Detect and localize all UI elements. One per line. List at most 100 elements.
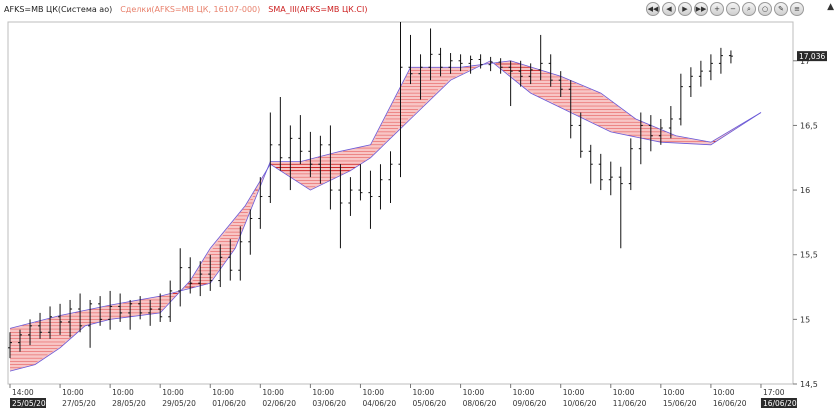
ohlc-bar [618, 166, 623, 249]
x-tick-date: 03/06/20 [312, 399, 346, 408]
ohlc-bar [348, 177, 353, 216]
ohlc-bar [158, 293, 163, 322]
x-tick-date: 11/06/20 [613, 399, 647, 408]
ohlc-bar [258, 177, 263, 229]
ohlc-bar [418, 54, 423, 100]
x-tick-time: 10:00 [62, 388, 84, 397]
x-tick-time: 17:00 [763, 388, 785, 397]
band-lower-line [9, 60, 762, 372]
ohlc-bar [188, 257, 193, 294]
ohlc-bar [108, 290, 113, 330]
ohlc-bar [18, 329, 23, 352]
x-tick-time: 10:00 [212, 388, 234, 397]
legend-trades: Сделки(AFKS=MB ЦК, 16107-000) [120, 4, 261, 14]
legend: AFKS=MB ЦК(Система ао) Сделки(AFKS=MB ЦК… [4, 2, 367, 16]
ohlc-bar [378, 164, 383, 210]
ohlc-bar [268, 112, 273, 203]
ohlc-bar [28, 319, 33, 346]
ohlc-bar [58, 303, 63, 335]
right-icon[interactable]: ▶ [678, 2, 692, 16]
ohlc-bar [478, 54, 483, 69]
ohlc-bar [578, 112, 583, 158]
x-tick-date: 15/06/20 [663, 399, 697, 408]
double-left-icon[interactable]: ◀◀ [646, 2, 660, 16]
x-tick-date: 09/06/20 [513, 399, 547, 408]
ohlc-bar [38, 312, 43, 339]
y-tick-label: 15,5 [800, 251, 818, 260]
x-date-highlight [760, 398, 797, 408]
ohlc-bar [88, 299, 93, 348]
minus-icon[interactable]: − [726, 2, 740, 16]
x-tick-date: 27/05/20 [62, 399, 96, 408]
ohlc-bar [218, 244, 223, 288]
x-tick-time: 10:00 [663, 388, 685, 397]
x-tick-time: 14:00 [12, 388, 34, 397]
x-tick-date: 02/06/20 [262, 399, 296, 408]
ohlc-bar [538, 34, 543, 81]
ohlc-bar [468, 55, 473, 74]
ohlc-bar [718, 47, 723, 74]
ohlc-bar [528, 63, 533, 85]
ohlc-bar [388, 151, 393, 203]
ohlc-bar [78, 293, 83, 333]
ohlc-bar [548, 54, 553, 87]
last-price-label: 17,036 [799, 52, 825, 61]
x-tick-date: 25/05/20 [12, 399, 46, 408]
x-tick-date: 05/06/20 [413, 399, 447, 408]
ohlc-bar [298, 115, 303, 165]
reset-icon[interactable]: ○ [758, 2, 772, 16]
double-right-icon[interactable]: ▶▶ [694, 2, 708, 16]
ohlc-bar [588, 144, 593, 184]
ohlc-bar [48, 306, 53, 339]
ohlc-bar [278, 96, 283, 171]
ohlc-bar [368, 170, 373, 229]
x-tick-date: 28/05/20 [112, 399, 146, 408]
ohlc-bar [168, 280, 173, 322]
ohlc-bar [568, 80, 573, 139]
ohlc-bar [318, 135, 323, 184]
ohlc-bar [428, 28, 433, 81]
ohlc-bar [248, 209, 253, 255]
y-tick-label: 16,5 [800, 121, 818, 130]
x-tick-time: 10:00 [563, 388, 585, 397]
gear-icon[interactable]: ≡ [790, 2, 804, 16]
ohlc-bar [408, 34, 413, 85]
ohlc-bar [438, 47, 443, 77]
ohlc-bar [668, 106, 673, 139]
ohlc-bar [598, 153, 603, 191]
ohlc-bar [728, 50, 733, 64]
ohlc-bar [358, 164, 363, 201]
ohlc-bar [138, 296, 143, 320]
x-tick-date: 10/06/20 [563, 399, 597, 408]
x-tick-date: 29/05/20 [162, 399, 196, 408]
chart-toolbar: ◀◀ ◀ ▶ ▶▶ + − ⌕ ○ ✎ ≡ [646, 2, 804, 16]
ohlc-bar [638, 112, 643, 165]
ohlc-bar [558, 71, 563, 97]
plus-icon[interactable]: + [710, 2, 724, 16]
x-tick-time: 10:00 [312, 388, 334, 397]
x-tick-time: 10:00 [513, 388, 535, 397]
ohlc-bar [708, 54, 713, 81]
ohlc-bar [518, 60, 523, 87]
magnifier-icon[interactable]: ⌕ [742, 2, 756, 16]
x-tick-time: 10:00 [413, 388, 435, 397]
x-date-highlight [10, 398, 46, 408]
chevron-up-icon[interactable]: ▲ [827, 2, 834, 12]
ohlc-bar [688, 67, 693, 97]
ohlc-bar [338, 164, 343, 249]
x-tick-time: 10:00 [362, 388, 384, 397]
ohlc-bar [448, 53, 453, 74]
ohlc-bar [8, 332, 12, 359]
x-tick-time: 10:00 [112, 388, 134, 397]
ohlc-bar [658, 118, 663, 145]
ohlc-bar [508, 60, 513, 107]
band-upper-line [9, 60, 762, 329]
legend-sma: SMA_III(AFKS=MB ЦК.CI) [268, 4, 368, 14]
left-icon[interactable]: ◀ [662, 2, 676, 16]
legend-instrument: AFKS=MB ЦК(Система ао) [4, 4, 113, 14]
x-tick-time: 10:00 [613, 388, 635, 397]
ohlc-bar [208, 254, 213, 291]
pencil-icon[interactable]: ✎ [774, 2, 788, 16]
ohlc-bar [128, 299, 133, 330]
